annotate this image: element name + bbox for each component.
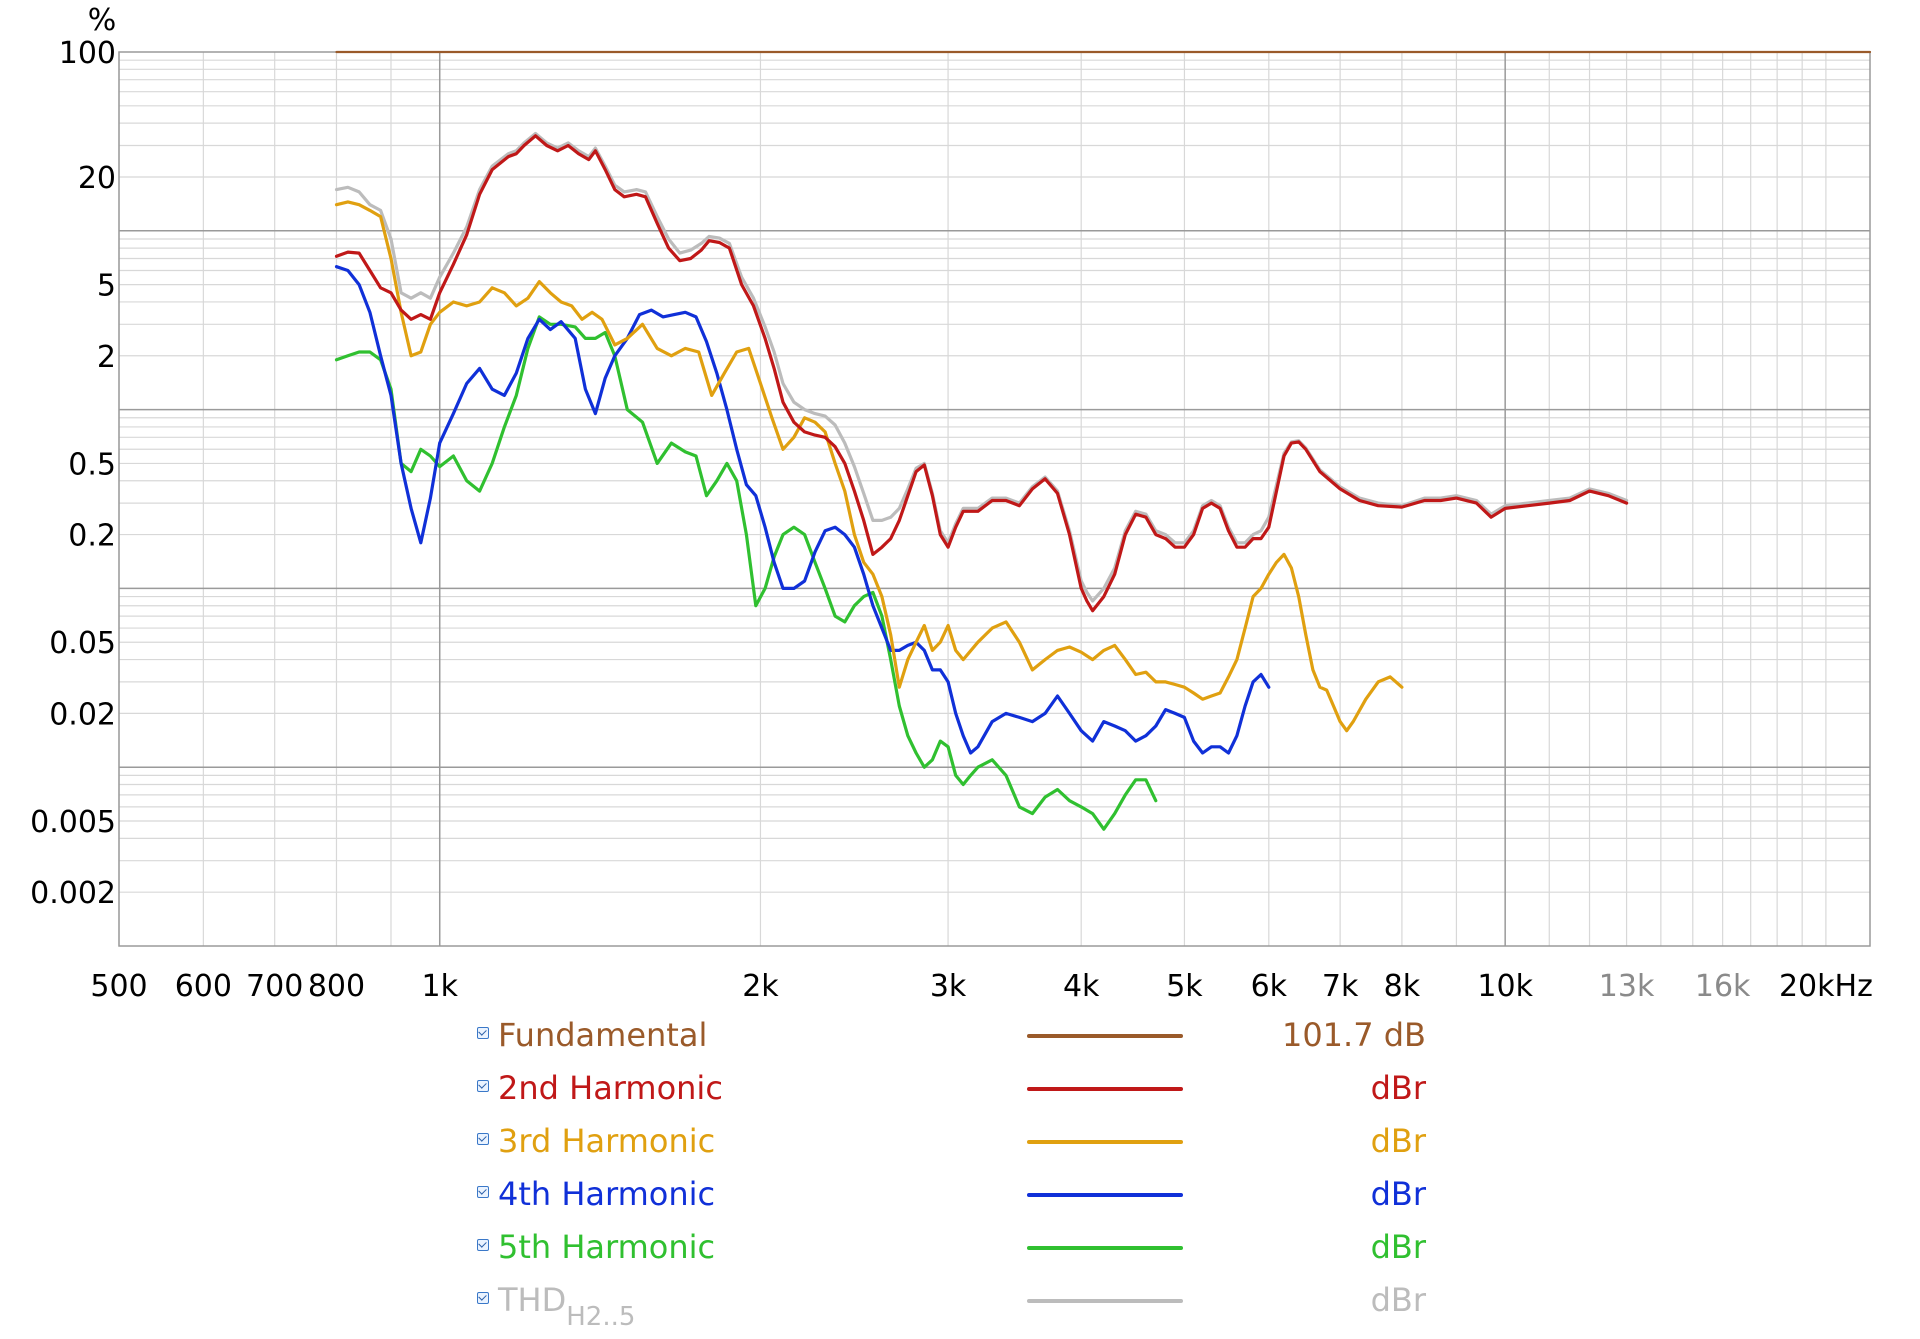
y-tick-label: 2 [97, 340, 116, 375]
x-tick-label: 700 [246, 969, 303, 1004]
y-tick-label: 0.05 [49, 626, 116, 661]
y-tick-labels: 100 20 5 2 0.5 0.2 0.05 0.02 0.005 0.002 [30, 36, 116, 911]
series-layer [334, 50, 1872, 831]
legend-item-3rd-harmonic[interactable]: 3rd Harmonic dBr [0, 1119, 1920, 1169]
checkbox-icon[interactable] [477, 1292, 489, 1304]
x-tick-label: 7k [1322, 969, 1359, 1004]
y-tick-label: 0.02 [49, 697, 116, 732]
x-tick-label: 8k [1384, 969, 1421, 1004]
legend-swatch [1027, 1246, 1183, 1250]
legend-swatch [1027, 1034, 1183, 1038]
checkbox-icon[interactable] [477, 1186, 489, 1198]
x-tick-label: 3k [930, 969, 967, 1004]
y-tick-label: 0.002 [30, 876, 116, 911]
x-tick-label: 16k [1695, 969, 1751, 1004]
legend-item-2nd-harmonic[interactable]: 2nd Harmonic dBr [0, 1066, 1920, 1116]
checkbox-icon[interactable] [477, 1080, 489, 1092]
x-tick-label: 600 [175, 969, 232, 1004]
series-line-2nd-harmonic [334, 134, 1629, 613]
legend-swatch [1027, 1087, 1183, 1091]
legend-swatch [1027, 1193, 1183, 1197]
legend-label: 2nd Harmonic [498, 1069, 723, 1107]
x-tick-label: 20kHz [1779, 969, 1873, 1004]
grid-major [119, 52, 1870, 946]
y-tick-label: 5 [97, 269, 116, 304]
series-line-thd [334, 131, 1629, 603]
y-tick-label: 20 [78, 161, 116, 196]
legend-item-5th-harmonic[interactable]: 5th Harmonic dBr [0, 1225, 1920, 1275]
x-tick-label: 800 [308, 969, 365, 1004]
x-tick-label: 5k [1166, 969, 1203, 1004]
y-tick-label: 100 [59, 36, 116, 71]
legend-item-4th-harmonic[interactable]: 4th Harmonic dBr [0, 1172, 1920, 1222]
legend-value: dBr [1370, 1069, 1426, 1107]
legend-item-fundamental[interactable]: Fundamental 101.7 dB [0, 1013, 1920, 1063]
x-tick-label: 500 [90, 969, 147, 1004]
y-unit-label: % [88, 3, 117, 38]
legend-label-main: THD [498, 1281, 567, 1319]
legend-value: dBr [1370, 1281, 1426, 1319]
y-tick-label: 0.005 [30, 805, 116, 840]
legend-value: dBr [1370, 1228, 1426, 1266]
y-tick-label: 0.5 [68, 447, 116, 482]
x-tick-label: 2k [742, 969, 779, 1004]
legend-value: dBr [1370, 1175, 1426, 1213]
x-tick-label: 4k [1063, 969, 1100, 1004]
series-line-5th-harmonic [334, 315, 1158, 831]
x-tick-label: 13k [1599, 969, 1655, 1004]
series-line-3rd-harmonic [334, 200, 1404, 733]
checkbox-icon[interactable] [477, 1133, 489, 1145]
legend-label: Fundamental [498, 1016, 708, 1054]
x-tick-labels: 500 600 700 800 1k 2k 3k 4k 5k 6k 7k 8k 10k 13k 16k 20k… [90, 969, 1872, 1004]
checkbox-icon[interactable] [477, 1239, 489, 1251]
legend-label: 5th Harmonic [498, 1228, 716, 1266]
legend-swatch [1027, 1299, 1183, 1303]
legend-swatch [1027, 1140, 1183, 1144]
legend-label: 3rd Harmonic [498, 1122, 716, 1160]
legend-value: 101.7 dB [1281, 1016, 1426, 1054]
legend-label: THDH2..5 [498, 1278, 635, 1339]
series-line-4th-harmonic [334, 265, 1271, 755]
x-tick-label: 10k [1477, 969, 1533, 1004]
x-tick-label: 6k [1251, 969, 1288, 1004]
checkbox-icon[interactable] [477, 1027, 489, 1039]
y-tick-label: 0.2 [68, 519, 116, 554]
legend-label: 4th Harmonic [498, 1175, 716, 1213]
x-tick-label: 1k [421, 969, 458, 1004]
legend-value: dBr [1370, 1122, 1426, 1160]
legend-label-subscript: H2..5 [566, 1302, 636, 1332]
